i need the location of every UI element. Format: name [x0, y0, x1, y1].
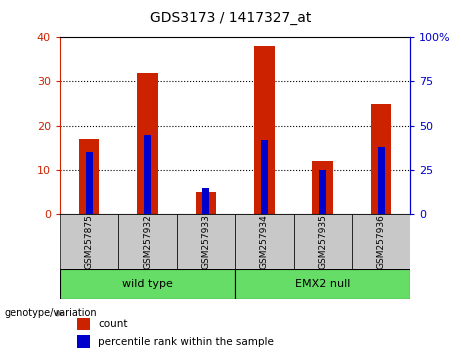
Bar: [202, 188, 209, 214]
Text: GSM257932: GSM257932: [143, 214, 152, 269]
Bar: [378, 147, 384, 214]
Text: GSM257934: GSM257934: [260, 214, 269, 269]
Bar: [313, 161, 333, 214]
Text: GSM257936: GSM257936: [377, 214, 385, 269]
Bar: [177, 214, 235, 269]
Bar: [60, 269, 235, 299]
Text: EMX2 null: EMX2 null: [295, 279, 350, 289]
Bar: [235, 269, 410, 299]
Bar: [294, 214, 352, 269]
Bar: [137, 73, 158, 214]
Bar: [235, 214, 294, 269]
Bar: [371, 103, 391, 214]
Text: genotype/variation: genotype/variation: [5, 308, 97, 318]
Bar: [254, 46, 275, 214]
Text: wild type: wild type: [122, 279, 173, 289]
Bar: [195, 192, 216, 214]
Text: GSM257933: GSM257933: [201, 214, 210, 269]
Text: GDS3173 / 1417327_at: GDS3173 / 1417327_at: [150, 11, 311, 25]
Bar: [144, 135, 151, 214]
Bar: [352, 214, 410, 269]
Text: count: count: [99, 319, 128, 329]
Bar: [86, 152, 93, 214]
Text: percentile rank within the sample: percentile rank within the sample: [99, 337, 274, 347]
Bar: [261, 140, 268, 214]
Bar: [319, 170, 326, 214]
Text: GSM257935: GSM257935: [318, 214, 327, 269]
Bar: [77, 335, 90, 348]
Text: GSM257875: GSM257875: [85, 214, 94, 269]
Bar: [60, 214, 118, 269]
Bar: [118, 214, 177, 269]
Bar: [77, 318, 90, 330]
Bar: [79, 139, 100, 214]
